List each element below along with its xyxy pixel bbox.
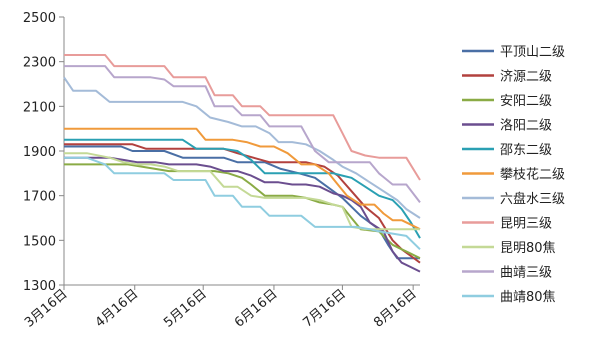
legend-label: 六盘水三级 xyxy=(500,191,565,207)
x-tick-label: 6月16日 xyxy=(232,287,281,331)
y-tick-label: 2100 xyxy=(23,100,56,115)
legend-label: 曲靖80焦 xyxy=(500,290,556,305)
series-line-8 xyxy=(64,54,421,181)
series-line-4 xyxy=(64,156,421,273)
series-line-6 xyxy=(64,127,421,231)
series-line-2 xyxy=(64,143,421,264)
series-line-7 xyxy=(63,76,421,219)
y-tick-label: 2300 xyxy=(23,56,56,71)
series-line-10 xyxy=(64,65,421,204)
legend-label: 攀枝花二级 xyxy=(500,167,565,183)
y-tick-label: 2500 xyxy=(23,11,56,26)
legend-label: 洛阳二级 xyxy=(500,119,552,134)
y-tick-label: 1300 xyxy=(23,279,56,294)
x-tick-label: 5月16日 xyxy=(161,287,210,331)
chart-legend: 平顶山二级济源二级安阳二级洛阳二级邵东二级攀枝花二级六盘水三级昆明三级昆明80焦… xyxy=(462,45,565,305)
y-tick-label: 1500 xyxy=(23,234,56,249)
legend-label: 济源二级 xyxy=(500,70,552,85)
y-tick-label: 1900 xyxy=(23,145,56,160)
series-line-3 xyxy=(64,163,421,260)
y-axis-ticks: 1300 1500 1700 1900 2100 2300 2500 xyxy=(23,11,64,294)
plot-series-lines xyxy=(63,54,421,273)
legend-label: 平顶山二级 xyxy=(500,45,565,60)
series-line-11 xyxy=(64,156,421,251)
x-tick-label: 8月16日 xyxy=(371,287,420,331)
series-line-5 xyxy=(64,138,421,239)
x-axis-ticks: 3月16日 4月16日 5月16日 6月16日 7月16日 8月16日 xyxy=(22,285,420,331)
series-line-1 xyxy=(64,145,420,260)
legend-label: 昆明三级 xyxy=(500,217,552,232)
legend-label: 安阳二级 xyxy=(500,94,552,109)
legend-label: 昆明80焦 xyxy=(500,241,556,256)
y-tick-label: 1700 xyxy=(23,190,56,205)
legend-label: 邵东二级 xyxy=(500,143,552,158)
x-tick-label: 7月16日 xyxy=(300,287,349,331)
x-tick-label: 4月16日 xyxy=(93,287,142,331)
legend-label: 曲靖三级 xyxy=(500,266,552,281)
